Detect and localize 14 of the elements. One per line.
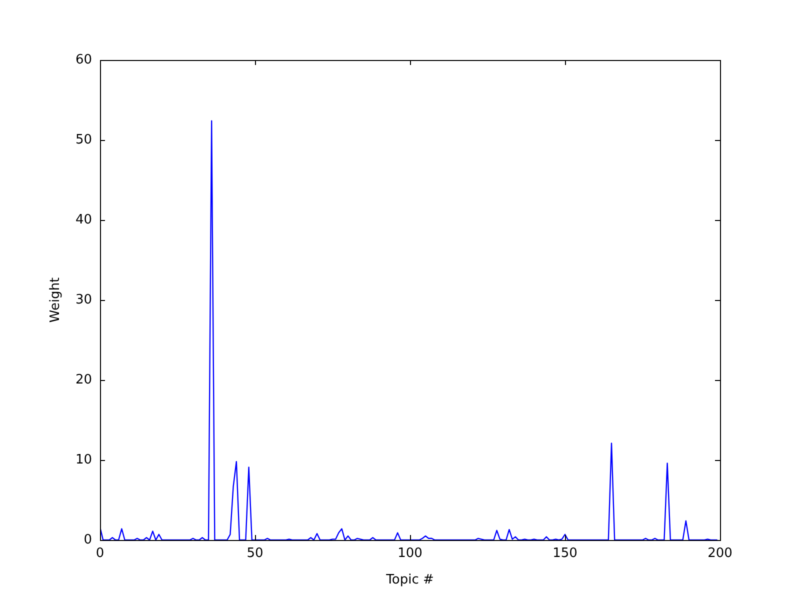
x-axis-title: Topic #: [385, 572, 434, 588]
x-tick-label: 50: [246, 546, 264, 562]
x-tick-label: 150: [552, 546, 578, 562]
y-tick-label: 10: [75, 452, 92, 468]
x-tick-label: 0: [96, 546, 104, 562]
y-tick-label: 50: [75, 132, 92, 148]
y-tick-label: 60: [75, 52, 92, 68]
x-tick-label: 100: [398, 546, 422, 562]
y-tick-label: 0: [84, 532, 92, 548]
y-axis-title: Weight: [48, 277, 64, 323]
y-tick-label: 20: [75, 372, 92, 388]
y-tick-label: 40: [75, 212, 92, 228]
y-tick-label: 30: [75, 292, 92, 308]
x-tick-label: 200: [708, 546, 732, 562]
